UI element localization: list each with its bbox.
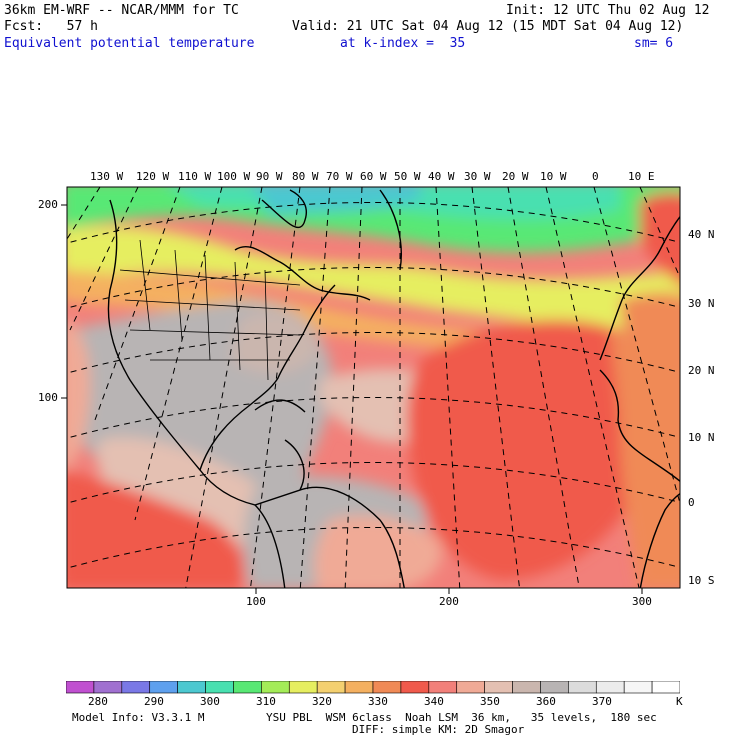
colorbar-swatch <box>177 681 206 694</box>
lon-label: 130 W <box>90 170 124 183</box>
colorbar-swatch <box>261 681 290 694</box>
level-label: at k-index = 35 <box>340 36 466 51</box>
colorbar-swatch <box>66 681 95 694</box>
colorbar-label: 280 <box>88 695 108 708</box>
lon-label: 20 W <box>502 170 529 183</box>
colorbar-swatch <box>93 681 123 694</box>
lon-label: 90 W <box>256 170 283 183</box>
valid-time: Valid: 21 UTC Sat 04 Aug 12 (15 MDT Sat … <box>292 19 684 34</box>
equivalent-potential-temperature-field <box>67 187 680 588</box>
grid-x-label: 200 <box>439 595 459 608</box>
smoothing-label: sm= 6 <box>634 36 674 51</box>
colorbar-label: 350 <box>480 695 500 708</box>
colorbar-label: 300 <box>200 695 220 708</box>
lon-label: 80 W <box>292 170 319 183</box>
colorbar-label: 360 <box>536 695 556 708</box>
lon-label: 60 W <box>360 170 387 183</box>
colorbar-swatch <box>288 681 318 694</box>
grid-x-label: 300 <box>632 595 652 608</box>
colorbar-unit: K <box>676 695 683 708</box>
colorbar-swatch <box>233 681 262 694</box>
colorbar-swatch <box>400 681 430 694</box>
lat-label: 10 S <box>688 574 715 587</box>
lat-label: 10 N <box>688 431 715 444</box>
lon-label: 50 W <box>394 170 421 183</box>
init-time: Init: 12 UTC Thu 02 Aug 12 <box>506 3 710 18</box>
model-info: Model Info: V3.3.1 M <box>72 711 205 724</box>
lon-label: 10 W <box>540 170 567 183</box>
model-title: 36km EM-WRF -- NCAR/MMM for TC <box>4 3 239 18</box>
colorbar-swatch <box>316 681 346 694</box>
colorbar-swatch <box>568 681 597 694</box>
lat-label: 40 N <box>688 228 715 241</box>
colorbar-swatch <box>344 681 374 694</box>
diffusion-info: DIFF: simple KM: 2D Smagor <box>352 723 525 736</box>
colorbar-label: 340 <box>424 695 444 708</box>
colorbar-label: 330 <box>368 695 388 708</box>
coastlines <box>107 189 680 588</box>
colorbar-swatch <box>484 681 513 694</box>
lat-label: 20 N <box>688 364 715 377</box>
map-frame <box>66 186 681 589</box>
colorbar-swatch <box>428 681 458 694</box>
lon-label: 100 W <box>217 170 251 183</box>
field-name: Equivalent potential temperature <box>4 36 255 51</box>
colorbar <box>66 681 680 694</box>
colorbar-swatch <box>372 681 402 694</box>
lat-label: 0 <box>688 496 695 509</box>
colorbar-swatch <box>456 681 485 694</box>
graticule <box>67 187 680 588</box>
state-boundaries <box>119 239 301 381</box>
colorbar-swatch <box>540 681 569 694</box>
axis-ticks <box>61 204 643 594</box>
lon-label: 40 W <box>428 170 455 183</box>
colorbar-swatch <box>623 681 653 694</box>
colorbar-swatch <box>205 681 234 694</box>
grid-x-label: 100 <box>246 595 266 608</box>
colorbar-swatch <box>121 681 151 694</box>
grid-y-label: 100 <box>38 391 58 404</box>
colorbar-label: 290 <box>144 695 164 708</box>
lat-label: 30 N <box>688 297 715 310</box>
forecast-hour: Fcst: 57 h <box>4 19 98 34</box>
physics-info: YSU PBL WSM 6class Noah LSM 36 km, 35 le… <box>266 711 657 724</box>
colorbar-label: 310 <box>256 695 276 708</box>
colorbar-label: 320 <box>312 695 332 708</box>
lon-label: 70 W <box>326 170 353 183</box>
lon-label: 30 W <box>464 170 491 183</box>
lon-label: 0 <box>592 170 599 183</box>
colorbar-swatch <box>651 681 680 694</box>
lon-label: 110 W <box>178 170 212 183</box>
colorbar-swatch <box>595 681 625 694</box>
colorbar-swatch <box>149 681 178 694</box>
lon-label: 120 W <box>136 170 170 183</box>
colorbar-label: 370 <box>592 695 612 708</box>
grid-y-label: 200 <box>38 198 58 211</box>
colorbar-swatch <box>512 681 541 694</box>
lon-label: 10 E <box>628 170 655 183</box>
